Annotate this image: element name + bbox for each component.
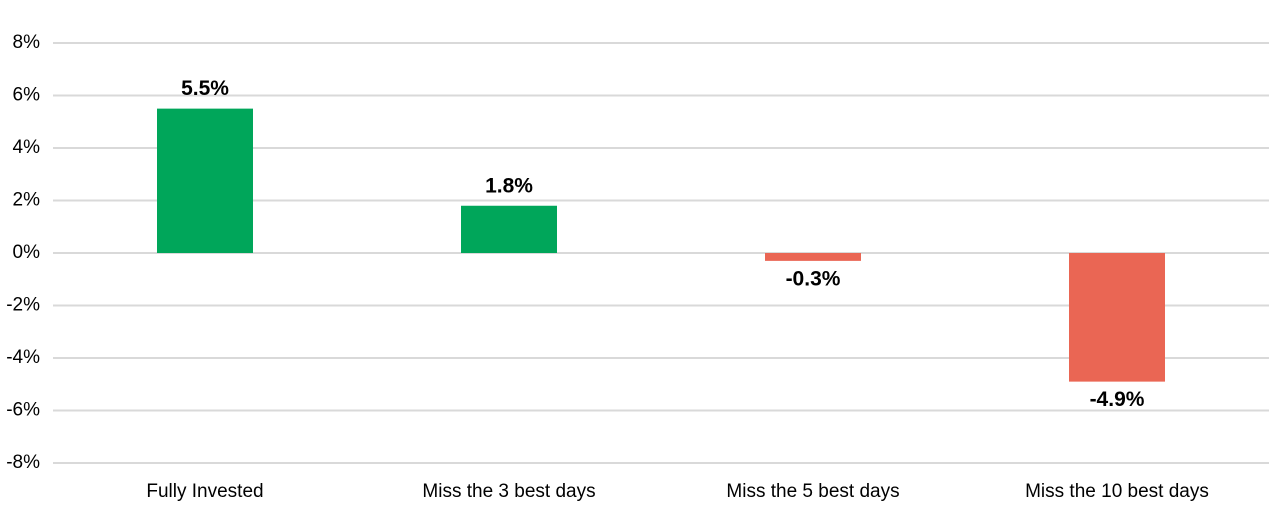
y-tick-label: 0% <box>13 242 41 263</box>
y-tick-label: 6% <box>13 85 41 106</box>
y-tick-label: 8% <box>13 32 41 53</box>
x-tick-label: Miss the 3 best days <box>422 481 595 502</box>
y-tick-label: -8% <box>6 452 40 473</box>
x-tick-label: Miss the 10 best days <box>1025 481 1209 502</box>
value-label: 1.8% <box>485 174 533 197</box>
bar <box>157 108 253 253</box>
x-tick-label: Miss the 5 best days <box>726 481 899 502</box>
bar <box>765 253 861 261</box>
bar <box>461 205 557 253</box>
y-tick-label: 2% <box>13 190 41 211</box>
x-tick-label: Fully Invested <box>146 481 263 502</box>
value-label: 5.5% <box>181 77 229 100</box>
y-tick-label: -2% <box>6 295 40 316</box>
bar <box>1069 253 1165 382</box>
y-tick-label: -4% <box>6 347 40 368</box>
value-label: -4.9% <box>1090 388 1145 411</box>
value-label: -0.3% <box>786 267 841 290</box>
y-tick-label: -6% <box>6 400 40 421</box>
y-tick-label: 4% <box>13 137 41 158</box>
